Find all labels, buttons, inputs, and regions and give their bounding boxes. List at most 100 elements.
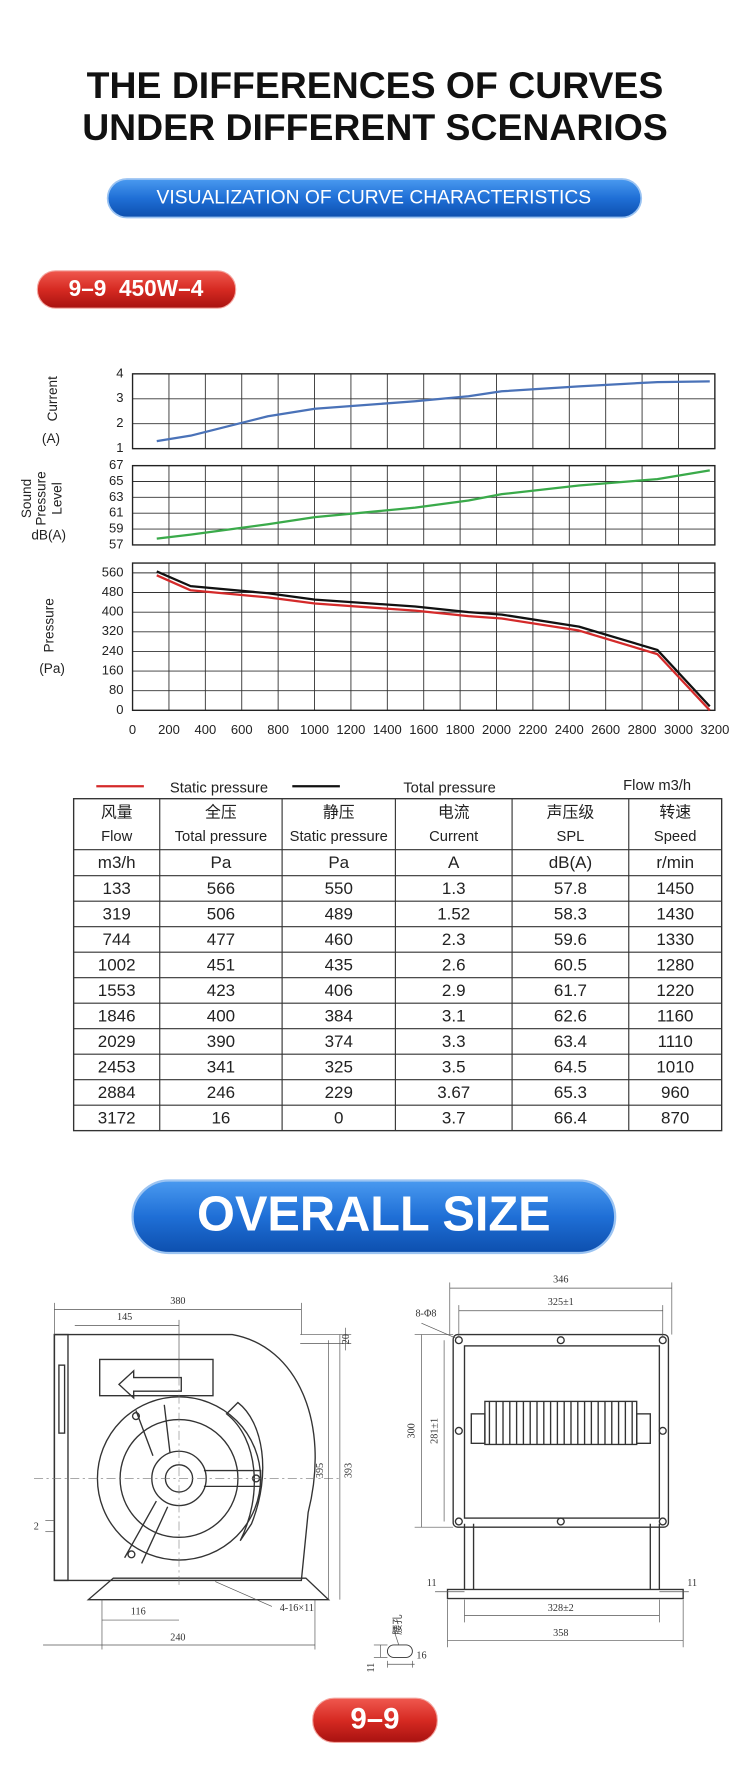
header-cn: 转速 [659,804,691,822]
header-cn: 声压级 [547,804,595,822]
y-tick-label: 65 [109,473,123,488]
unit: A [448,853,460,872]
table-cell: 390 [207,1032,235,1051]
x-tick-label: 1400 [373,722,402,737]
table-cell: 1330 [656,930,694,949]
x-tick-label: 1600 [409,722,438,737]
x-tick-label: 600 [231,722,253,737]
x-tick-label: 400 [194,722,216,737]
y-axis-label: (A) [42,431,60,446]
table-cell: 63.4 [554,1032,587,1051]
table-cell: 1.52 [437,905,470,924]
header-cn: 电流 [438,804,470,822]
table-cell: 406 [325,981,353,1000]
x-tick-label: 0 [129,722,136,737]
y-tick-label: 480 [102,584,124,599]
y-tick-label: 1 [116,440,123,455]
table-cell: 3.7 [442,1109,466,1128]
front-view-drawing [446,1333,684,1600]
section-pill [131,1179,617,1255]
title-line: UNDER DIFFERENT SCENARIOS [82,106,668,148]
data-line [156,570,711,708]
y-tick-label: 160 [102,662,124,677]
table-cell: 550 [325,879,353,898]
dimension-label: 300 [407,1423,418,1438]
y-tick-label: 63 [109,489,123,504]
table-cell: 61.7 [554,981,587,1000]
unit: m3/h [98,853,136,872]
table-cell: 0 [334,1109,343,1128]
table-cell: 506 [207,905,235,924]
table-cell: 489 [325,905,353,924]
legend-label: Static pressure [170,780,268,796]
unit: Pa [328,853,349,872]
header-en: Flow [101,829,132,845]
dimension-label: 4-16×11 [280,1603,314,1614]
table-cell: 384 [325,1007,353,1026]
table-cell: 57.8 [554,879,587,898]
dimension-label: 11 [687,1578,697,1589]
table-cell: 60.5 [554,956,587,975]
header-en: Static pressure [290,829,388,845]
y-tick-label: 2 [116,415,123,430]
dimension-label: 11 [427,1578,437,1589]
table-cell: 400 [207,1007,235,1026]
table-cell: 1002 [98,956,136,975]
table-cell: 566 [207,879,235,898]
table-cell: 64.5 [554,1058,587,1077]
table-cell: 1553 [98,981,136,1000]
header-cn: 风量 [101,805,133,822]
table-cell: 325 [325,1058,353,1077]
y-tick-label: 560 [102,564,124,579]
table-cell: 3.1 [442,1007,466,1026]
dimension-label: 393 [343,1463,354,1478]
table-cell: 2884 [98,1083,136,1102]
x-tick-label: 2200 [518,722,547,737]
table-cell: 2029 [98,1032,136,1051]
front-view-dimensions: 346 325±1 8-Φ8 300 281±1 11 11 328±2 358 [407,1275,697,1648]
x-tick-label: 1800 [446,722,475,737]
dimension-label: 346 [553,1275,568,1286]
table-cell: 2.6 [442,956,466,975]
table-cell: 1450 [656,879,694,898]
model-badge [36,270,237,309]
dimension-label: 358 [553,1628,568,1639]
y-tick-label: 0 [116,702,123,717]
table-cell: 423 [207,981,235,1000]
unit: r/min [656,853,694,872]
header-en: Total pressure [175,829,267,845]
plot-frame [131,562,716,712]
table-cell: 246 [207,1083,235,1102]
dimension-label: 腰孔 [392,1614,404,1634]
table-cell: 2.3 [442,930,466,949]
side-view-drawing [33,1333,340,1601]
x-tick-label: 1200 [336,722,365,737]
table-cell: 1280 [656,956,694,975]
table-cell: 870 [661,1109,689,1128]
x-tick-label: 3200 [700,722,729,737]
table-cell: 229 [325,1083,353,1102]
table-cell: 1430 [656,905,694,924]
y-tick-label: 240 [102,643,124,658]
table-cell: 133 [103,879,131,898]
table-cell: 341 [207,1058,235,1077]
y-tick-label: 59 [109,521,123,536]
table-cell: 16 [211,1109,230,1128]
header-en: SPL [557,829,585,845]
data-line [156,574,711,712]
y-axis-label: Sound [19,479,34,518]
y-tick-label: 4 [116,365,123,380]
y-tick-label: 3 [116,390,123,405]
y-axis-label: Pressure [34,471,49,525]
table-cell: 744 [103,930,131,949]
y-axis-label: dB(A) [31,527,66,542]
plot-frame [131,373,716,450]
table-cell: 451 [207,956,235,975]
dimension-label: 281±1 [429,1418,440,1444]
plot-frame [131,464,716,546]
table-cell: 435 [325,956,353,975]
dimension-label: 240 [170,1633,185,1644]
